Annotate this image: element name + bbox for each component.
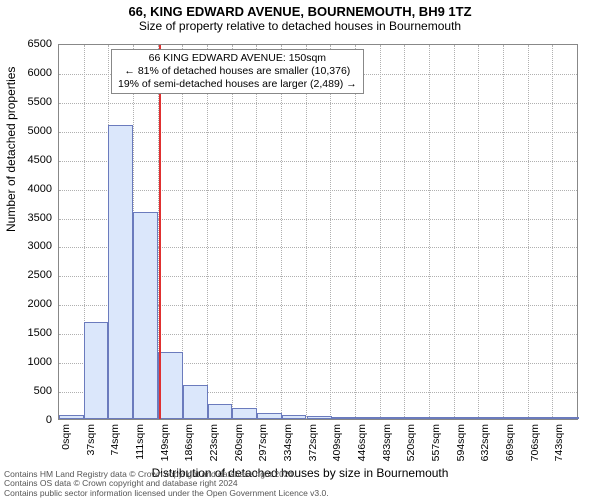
gridline-v	[207, 45, 208, 419]
y-tick-label: 1000	[6, 356, 52, 368]
gridline-v	[404, 45, 405, 419]
y-tick-label: 1500	[6, 327, 52, 339]
histogram-bar	[554, 417, 579, 419]
y-tick-label: 0	[6, 414, 52, 426]
gridline-v	[306, 45, 307, 419]
y-tick-label: 500	[6, 385, 52, 397]
histogram-bar	[480, 417, 505, 419]
footer-attribution: Contains HM Land Registry data © Crown c…	[4, 470, 329, 498]
reference-line	[159, 45, 161, 419]
histogram-bar	[84, 322, 109, 419]
histogram-bar	[530, 417, 555, 419]
histogram-bar	[356, 417, 381, 419]
histogram-bar	[406, 417, 431, 419]
footer-line3: Contains public sector information licen…	[4, 489, 329, 498]
y-tick-label: 5500	[6, 96, 52, 108]
histogram-bar	[381, 417, 406, 419]
gridline-v	[454, 45, 455, 419]
gridline-v	[330, 45, 331, 419]
chart-area: 66 KING EDWARD AVENUE: 150sqm← 81% of de…	[58, 44, 578, 420]
histogram-bar	[158, 352, 183, 419]
gridline-v	[503, 45, 504, 419]
histogram-bar	[282, 415, 307, 419]
histogram-bar	[430, 417, 455, 419]
y-axis-label: Number of detached properties	[4, 67, 18, 232]
y-tick-label: 4500	[6, 154, 52, 166]
y-tick-label: 2000	[6, 298, 52, 310]
y-tick-label: 5000	[6, 125, 52, 137]
gridline-v	[281, 45, 282, 419]
gridline-v	[256, 45, 257, 419]
gridline-v	[380, 45, 381, 419]
y-tick-label: 4000	[6, 183, 52, 195]
gridline-v	[232, 45, 233, 419]
histogram-bar	[455, 417, 480, 419]
annot-line1: 66 KING EDWARD AVENUE: 150sqm	[118, 52, 357, 65]
y-tick-label: 3000	[6, 240, 52, 252]
histogram-bar	[257, 413, 282, 419]
histogram-bar	[183, 385, 208, 419]
gridline-h	[59, 161, 577, 162]
chart-title-line1: 66, KING EDWARD AVENUE, BOURNEMOUTH, BH9…	[0, 4, 600, 19]
gridline-h	[59, 132, 577, 133]
y-tick-label: 6000	[6, 67, 52, 79]
histogram-bar	[505, 417, 530, 419]
annot-line3: 19% of semi-detached houses are larger (…	[118, 78, 357, 91]
histogram-bar	[133, 212, 158, 419]
gridline-v	[552, 45, 553, 419]
gridline-v	[355, 45, 356, 419]
histogram-bar	[59, 415, 84, 419]
annot-line2: ← 81% of detached houses are smaller (10…	[118, 65, 357, 78]
plot-region: 66 KING EDWARD AVENUE: 150sqm← 81% of de…	[58, 44, 578, 420]
histogram-bar	[208, 404, 233, 419]
gridline-h	[59, 103, 577, 104]
gridline-v	[429, 45, 430, 419]
y-tick-label: 2500	[6, 269, 52, 281]
annotation-box: 66 KING EDWARD AVENUE: 150sqm← 81% of de…	[111, 49, 364, 94]
histogram-bar	[332, 417, 357, 419]
chart-title-line2: Size of property relative to detached ho…	[0, 19, 600, 33]
gridline-h	[59, 190, 577, 191]
chart-title-block: 66, KING EDWARD AVENUE, BOURNEMOUTH, BH9…	[0, 0, 600, 33]
histogram-bar	[232, 408, 257, 419]
histogram-bar	[108, 125, 133, 419]
gridline-v	[478, 45, 479, 419]
y-tick-label: 3500	[6, 212, 52, 224]
gridline-v	[528, 45, 529, 419]
y-tick-label: 6500	[6, 38, 52, 50]
histogram-bar	[307, 416, 332, 419]
